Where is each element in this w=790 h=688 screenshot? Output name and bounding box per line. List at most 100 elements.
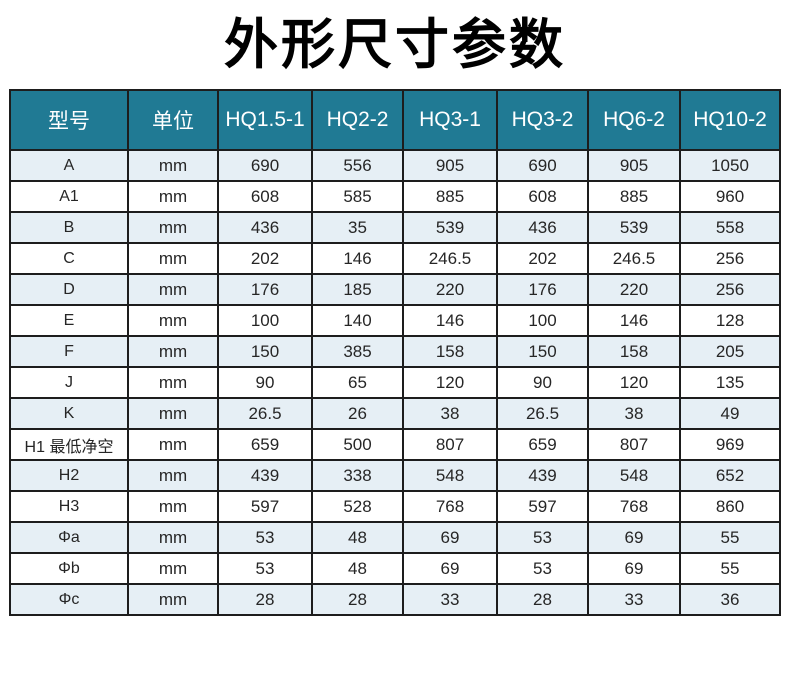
value-cell: 120	[402, 366, 498, 400]
value-cell: 28	[217, 583, 313, 617]
value-cell: 1050	[679, 149, 781, 183]
unit-cell: mm	[127, 428, 219, 462]
value-cell: 65	[311, 366, 404, 400]
table-row: H2 mm 439 338 548 439 548 652	[9, 459, 781, 493]
value-cell: 659	[496, 428, 589, 462]
table-row: H3 mm 597 528 768 597 768 860	[9, 490, 781, 524]
column-header-4: HQ3-1	[402, 89, 498, 152]
row-label-cell: J	[9, 366, 129, 400]
unit-cell: mm	[127, 366, 219, 400]
unit-cell: mm	[127, 273, 219, 307]
value-cell: 146	[402, 304, 498, 338]
row-label-cell: Φa	[9, 521, 129, 555]
value-cell: 690	[496, 149, 589, 183]
value-cell: 885	[402, 180, 498, 214]
header-row: 型号 单位 HQ1.5-1 HQ2-2 HQ3-1 HQ3-2 HQ6-2 HQ10-2	[9, 89, 781, 152]
value-cell: 100	[217, 304, 313, 338]
unit-cell: mm	[127, 242, 219, 276]
value-cell: 585	[311, 180, 404, 214]
value-cell: 768	[587, 490, 681, 524]
value-cell: 608	[217, 180, 313, 214]
value-cell: 548	[587, 459, 681, 493]
value-cell: 556	[311, 149, 404, 183]
value-cell: 220	[587, 273, 681, 307]
value-cell: 768	[402, 490, 498, 524]
value-cell: 146	[587, 304, 681, 338]
unit-cell: mm	[127, 459, 219, 493]
value-cell: 55	[679, 552, 781, 586]
value-cell: 26	[311, 397, 404, 431]
value-cell: 885	[587, 180, 681, 214]
value-cell: 597	[496, 490, 589, 524]
page-title: 外形尺寸参数	[224, 15, 566, 75]
unit-cell: mm	[127, 211, 219, 245]
value-cell: 176	[217, 273, 313, 307]
value-cell: 385	[311, 335, 404, 369]
value-cell: 90	[496, 366, 589, 400]
unit-cell: mm	[127, 583, 219, 617]
value-cell: 69	[402, 521, 498, 555]
value-cell: 146	[311, 242, 404, 276]
value-cell: 220	[402, 273, 498, 307]
unit-cell: mm	[127, 335, 219, 369]
row-label-cell: B	[9, 211, 129, 245]
value-cell: 69	[587, 552, 681, 586]
row-label-cell: D	[9, 273, 129, 307]
value-cell: 539	[587, 211, 681, 245]
value-cell: 608	[496, 180, 589, 214]
value-cell: 558	[679, 211, 781, 245]
value-cell: 158	[402, 335, 498, 369]
table-row: Φb mm 53 48 69 53 69 55	[9, 552, 781, 586]
value-cell: 90	[217, 366, 313, 400]
value-cell: 202	[217, 242, 313, 276]
value-cell: 436	[217, 211, 313, 245]
value-cell: 246.5	[402, 242, 498, 276]
column-header-7: HQ10-2	[679, 89, 781, 152]
value-cell: 120	[587, 366, 681, 400]
value-cell: 38	[587, 397, 681, 431]
column-header-0: 型号	[9, 89, 129, 152]
value-cell: 36	[679, 583, 781, 617]
table-row: A1 mm 608 585 885 608 885 960	[9, 180, 781, 214]
value-cell: 150	[496, 335, 589, 369]
value-cell: 185	[311, 273, 404, 307]
unit-cell: mm	[127, 180, 219, 214]
table-row: Φa mm 53 48 69 53 69 55	[9, 521, 781, 555]
value-cell: 500	[311, 428, 404, 462]
row-label-cell: Φc	[9, 583, 129, 617]
row-label-cell: Φb	[9, 552, 129, 586]
value-cell: 100	[496, 304, 589, 338]
row-label-cell: E	[9, 304, 129, 338]
table-row: H1 最低净空 mm 659 500 807 659 807 969	[9, 428, 781, 462]
value-cell: 176	[496, 273, 589, 307]
value-cell: 338	[311, 459, 404, 493]
table-row: Φc mm 28 28 33 28 33 36	[9, 583, 781, 617]
value-cell: 202	[496, 242, 589, 276]
value-cell: 960	[679, 180, 781, 214]
value-cell: 48	[311, 552, 404, 586]
value-cell: 33	[587, 583, 681, 617]
value-cell: 53	[217, 552, 313, 586]
unit-cell: mm	[127, 490, 219, 524]
value-cell: 53	[217, 521, 313, 555]
column-header-5: HQ3-2	[496, 89, 589, 152]
unit-cell: mm	[127, 304, 219, 338]
value-cell: 69	[587, 521, 681, 555]
row-label-cell: A	[9, 149, 129, 183]
value-cell: 53	[496, 521, 589, 555]
value-cell: 150	[217, 335, 313, 369]
value-cell: 905	[402, 149, 498, 183]
value-cell: 140	[311, 304, 404, 338]
value-cell: 807	[587, 428, 681, 462]
row-label-cell: C	[9, 242, 129, 276]
value-cell: 55	[679, 521, 781, 555]
value-cell: 48	[311, 521, 404, 555]
value-cell: 33	[402, 583, 498, 617]
